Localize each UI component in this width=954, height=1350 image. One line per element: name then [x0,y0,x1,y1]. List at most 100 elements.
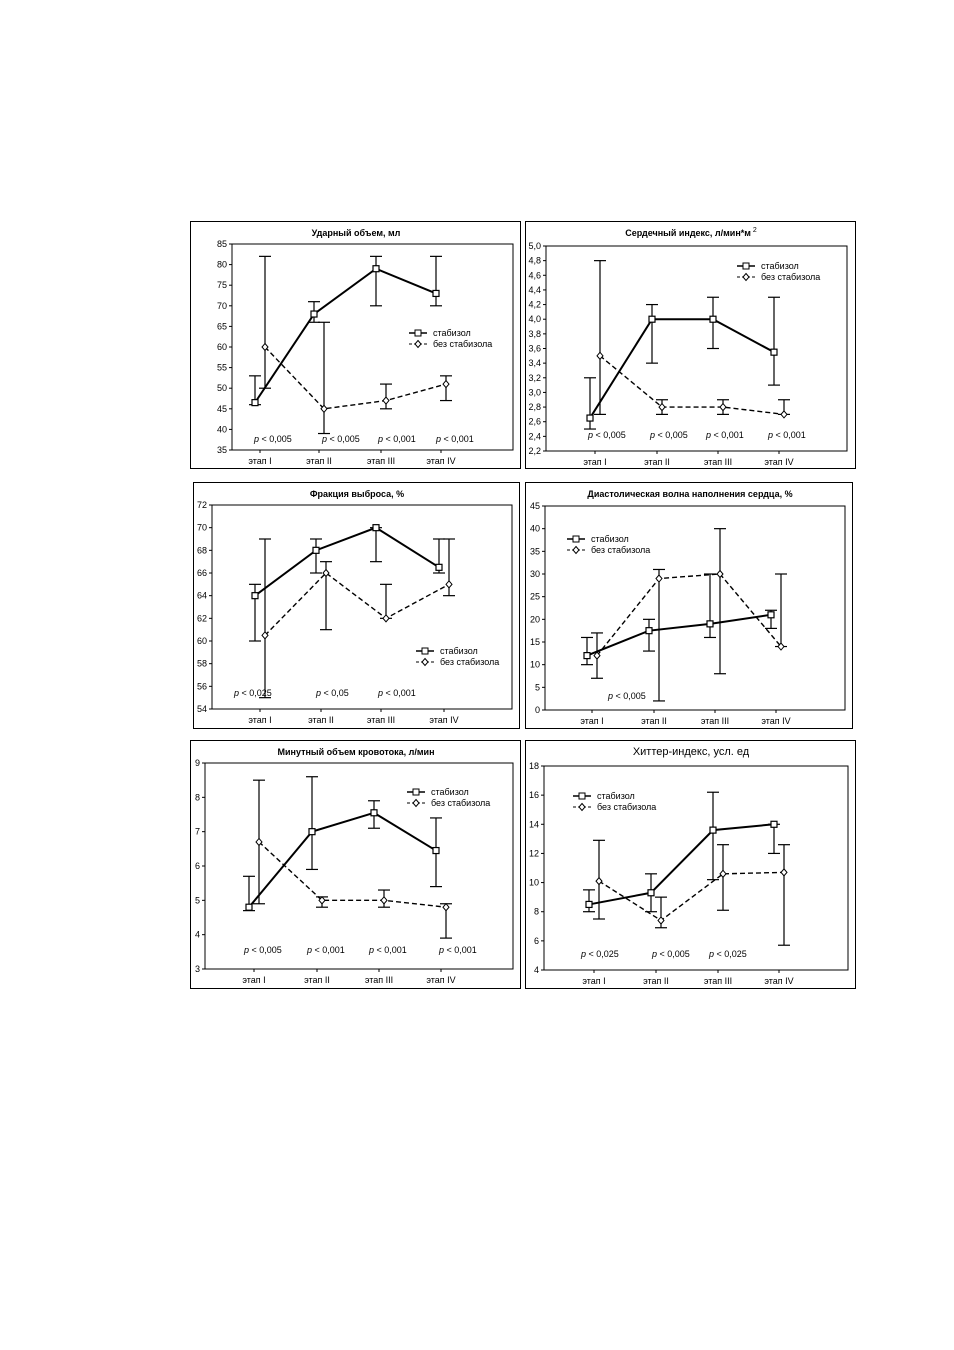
data-point-square [245,903,253,911]
p-value-text: < 0,005 [327,434,360,444]
plot-area [544,505,846,711]
y-tick-label: 3,0 [528,387,541,397]
y-tick-label: 12 [529,848,539,858]
chart-svg: Сердечный индекс, л/мин*м 2 2,2 2,4 2,6 2,8 3… [528,227,848,467]
y-tick-label: 8 [534,907,539,917]
data-point-diamond [658,402,666,412]
data-point-diamond [716,569,724,579]
p-value-symbol: p [607,691,613,701]
data-point-diamond [593,651,601,660]
y-tick-label: 4 [534,965,539,975]
series-line [254,526,440,597]
p-value-text: < 0,025 [239,688,272,698]
series-stabizol [583,791,780,913]
p-value-annotation: p < 0,005 [587,430,626,440]
y-tick-label: 3,8 [528,329,541,339]
y-tick-label: 16 [529,790,539,800]
x-tick-label: этап III [367,715,395,725]
y-tick-label: 85 [217,239,227,249]
p-value-text: < 0,001 [444,945,477,955]
y-tick-label: 65 [217,321,227,331]
p-value-annotation: p < 0,005 [649,430,688,440]
x-tick-label: этап IV [764,976,793,986]
p-value-text: < 0,005 [613,691,646,701]
series-stabizol [581,573,777,666]
p-value-text: < 0,005 [655,430,688,440]
chart-title: Минутный объем кровотока, л/мин [277,747,434,757]
chart-svg: Диастолическая волна наполнения сердца, … [530,489,846,726]
x-tick-label: этап III [704,976,732,986]
y-tick-label: 9 [195,758,200,768]
chart-panel-ejection-fraction: Фракция выброса, % 54 56 58 60 62 64 66 68 70 72 эт… [193,482,520,729]
legend-label: стабизол [433,328,471,338]
series-stabizol [249,255,442,407]
legend-marker-diamond [572,545,580,555]
data-point-diamond [442,902,450,912]
legend-marker-diamond [578,802,586,812]
x-tick-label: этап I [248,456,271,466]
p-value-text: < 0,05 [321,688,349,698]
p-value-symbol: p [368,945,374,955]
y-tick-label: 10 [530,660,540,670]
legend-marker-square [572,535,580,543]
x-tick-label: этап II [304,975,330,985]
y-tick-label: 6 [534,936,539,946]
series-without-stabizol [591,528,787,702]
chart-title: Фракция выброса, % [310,489,404,499]
chart-title: Диастолическая волна наполнения сердца, … [587,489,792,499]
y-tick-label: 58 [197,659,207,669]
y-tick-label: 7 [195,827,200,837]
p-value-symbol: p [649,430,655,440]
series-without-stabizol [594,260,790,419]
y-tick-label: 2,2 [528,446,541,456]
p-value-text: < 0,001 [383,688,416,698]
p-value-symbol: p [708,949,714,959]
chart-title-superscript: 2 [751,227,757,234]
legend-label: стабизол [597,791,635,801]
x-tick-label: этап III [701,716,729,726]
x-tick-label: этап II [308,715,334,725]
y-tick-label: 75 [217,280,227,290]
x-tick-label: этап III [367,456,395,466]
y-tick-label: 35 [530,546,540,556]
data-point-square [308,828,316,836]
p-value-text: < 0,005 [259,434,292,444]
data-point-diamond [719,869,727,879]
y-tick-label: 14 [529,819,539,829]
legend-marker-square [578,792,586,800]
chart-title: Сердечный индекс, л/мин*м 2 [625,227,757,238]
data-point-diamond [320,404,328,414]
p-value-annotation: p < 0,05 [315,688,349,698]
data-point-diamond [595,876,603,886]
data-point-diamond [255,837,263,847]
y-tick-label: 5 [195,895,200,905]
chart-svg: Фракция выброса, % 54 56 58 60 62 64 66 68 70 72 эт… [197,489,513,725]
series-without-stabizol [259,538,455,699]
chart-panel-hitter-index: Хиттер-индекс, усл. ед 4 6 8 10 12 14 16 18 этап … [525,740,856,989]
y-tick-label: 3,6 [528,344,541,354]
p-value-symbol: p [580,949,586,959]
p-value-text: < 0,001 [312,945,345,955]
data-point-diamond [442,379,450,389]
legend-label: стабизол [591,534,629,544]
data-point-square [647,889,655,897]
data-point-diamond [380,896,388,905]
data-point-diamond [596,351,604,361]
plot-area [543,765,849,971]
p-value-symbol: p [321,434,327,444]
y-tick-label: 2,8 [528,402,541,412]
y-tick-label: 2,6 [528,417,541,427]
x-tick-label: этап I [583,457,606,467]
p-value-annotation: p < 0,025 [233,688,272,698]
series-without-stabizol [253,779,452,939]
p-value-text: < 0,001 [773,430,806,440]
series-line [596,573,782,657]
p-value-annotation: p < 0,001 [368,945,407,955]
data-point-diamond [318,896,326,905]
legend-marker-diamond [421,657,429,667]
y-tick-label: 4,8 [528,256,541,266]
y-tick-label: 72 [197,500,207,510]
p-value-symbol: p [435,434,441,444]
chart-panel-stroke-volume: Ударный объем, мл 35 40 45 50 55 60 65 70 75 80 85 э… [190,221,521,469]
chart-panel-cardiac-index: Сердечный индекс, л/мин*м 2 2,2 2,4 2,6 2,8 3… [525,221,856,469]
